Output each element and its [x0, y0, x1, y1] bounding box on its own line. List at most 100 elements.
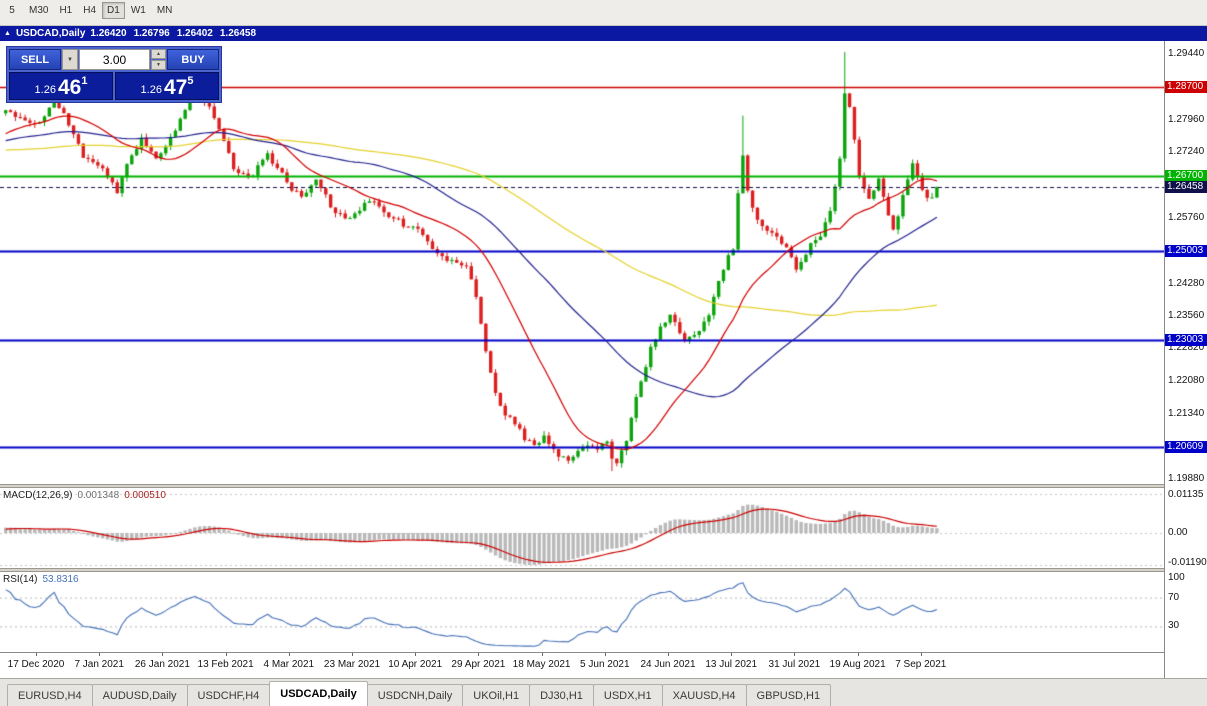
- timeframe-button-mn[interactable]: MN: [151, 2, 178, 19]
- open-value: 1.26420: [90, 28, 127, 39]
- rsi-pane[interactable]: RSI(14) 53.8316: [0, 572, 1164, 652]
- time-tick-mark: [352, 653, 353, 656]
- macd-canvas[interactable]: [0, 488, 1164, 568]
- chart-panes: SELL ▼ ▲ ▼ BUY 1.26 46 1: [0, 41, 1164, 678]
- macd-axis-label: -0.01190: [1168, 557, 1207, 568]
- buy-price-pips: 47: [163, 76, 188, 99]
- stepper-up-icon[interactable]: ▲: [151, 49, 166, 59]
- time-axis[interactable]: 17 Dec 2020 7 Jan 2021 26 Jan 2021 13 Feb 2…: [0, 652, 1164, 678]
- level-price-badge: 1.23003: [1165, 334, 1207, 347]
- time-tick-label: 31 Jul 2021: [768, 659, 821, 670]
- sell-price-pipette: 1: [81, 75, 88, 87]
- macd-axis-label: 0.01135: [1168, 489, 1204, 500]
- time-tick-label: 29 Apr 2021: [451, 659, 506, 670]
- level-price-badge: 1.25003: [1165, 245, 1207, 258]
- symbol-tabbar: EURUSD,H4 AUDUSD,Daily USDCHF,H4 USDCAD,Dai…: [0, 678, 1207, 706]
- tab-audusd-daily[interactable]: AUDUSD,Daily: [91, 684, 188, 706]
- timeframe-button-h1[interactable]: H1: [54, 2, 78, 19]
- time-tick-mark: [415, 653, 417, 656]
- time-tick-label: 23 Mar 2021: [323, 659, 381, 670]
- time-tick-label: 5 Jun 2021: [580, 659, 630, 670]
- time-tick-label: 4 Mar 2021: [263, 659, 315, 670]
- rsi-canvas[interactable]: [0, 572, 1164, 652]
- stepper-down-icon[interactable]: ▼: [151, 60, 166, 70]
- buy-price-base: 1.26: [140, 84, 162, 96]
- high-value: 1.26796: [133, 28, 170, 39]
- level-price-badge: 1.26700: [1165, 170, 1207, 183]
- price-tick-label: 1.27240: [1168, 146, 1205, 158]
- price-tick-label: 1.27960: [1168, 114, 1205, 126]
- timeframe-button-h4[interactable]: H4: [78, 2, 102, 19]
- timeframe-button-5[interactable]: 5: [1, 2, 23, 19]
- macd-main-value: 0.001348: [77, 490, 120, 501]
- price-tick-label: 1.24280: [1168, 277, 1205, 289]
- time-tick-mark: [668, 653, 669, 656]
- timeframe-button-m30[interactable]: M30: [24, 2, 54, 19]
- tab-usdcnh-daily[interactable]: USDCNH,Daily: [366, 684, 464, 706]
- tab-eurusd-h4[interactable]: EURUSD,H4: [7, 684, 93, 706]
- rsi-name: RSI(14): [3, 574, 38, 585]
- macd-pane[interactable]: MACD(12,26,9) 0.001348 0.000510: [0, 488, 1164, 568]
- time-tick-mark: [478, 653, 480, 656]
- time-tick-mark: [794, 653, 796, 656]
- macd-label: MACD(12,26,9) 0.001348 0.000510: [3, 490, 166, 501]
- time-tick-label: 24 Jun 2021: [640, 659, 696, 670]
- one-click-trading-panel: SELL ▼ ▲ ▼ BUY 1.26 46 1: [6, 46, 222, 103]
- tab-ukoil-h1[interactable]: UKOil,H1: [462, 684, 531, 706]
- rsi-value: 53.8316: [42, 574, 79, 585]
- price-tick-label: 1.22820: [1168, 342, 1205, 354]
- time-tick-label: 10 Apr 2021: [388, 659, 443, 670]
- tab-gbpusd-h1[interactable]: GBPUSD,H1: [745, 684, 832, 706]
- tab-dj30-h1[interactable]: DJ30,H1: [529, 684, 594, 706]
- sell-price-button[interactable]: 1.26 46 1: [9, 72, 113, 100]
- price-tick-label: 1.22080: [1168, 375, 1205, 387]
- price-chart-canvas[interactable]: [0, 41, 1164, 484]
- timeframe-button-w1[interactable]: W1: [125, 2, 151, 19]
- chart-titlebar: ▲ USDCAD,Daily 1.26420 1.26796 1.26402 1…: [0, 26, 1207, 41]
- macd-axis-label: 0.00: [1168, 527, 1188, 538]
- chevron-down-icon: ▼: [67, 56, 73, 63]
- pane-divider[interactable]: [0, 484, 1164, 488]
- volume-input[interactable]: [79, 49, 150, 70]
- rsi-label: RSI(14) 53.8316: [3, 574, 79, 585]
- time-tick-mark: [162, 653, 164, 656]
- price-pane[interactable]: SELL ▼ ▲ ▼ BUY 1.26 46 1: [0, 41, 1164, 484]
- price-tick-label: 1.23560: [1168, 309, 1205, 321]
- price-tick-label: 1.29440: [1168, 48, 1205, 60]
- time-tick-label: 17 Dec 2020: [7, 659, 65, 670]
- buy-button[interactable]: BUY: [167, 49, 219, 70]
- close-value: 1.26458: [219, 28, 257, 39]
- time-tick-mark: [857, 653, 859, 656]
- price-tick-label: 1.19880: [1168, 473, 1205, 485]
- rsi-axis-label: 100: [1168, 572, 1185, 583]
- time-tick-mark: [604, 653, 606, 656]
- tab-usdcad-daily[interactable]: USDCAD,Daily: [269, 681, 368, 706]
- level-price-badge: 1.20609: [1165, 440, 1207, 453]
- price-axis[interactable]: 1.29440 1.27960 1.27240 1.25760 1.24280 1.235…: [1164, 41, 1207, 678]
- pane-divider[interactable]: [0, 568, 1164, 572]
- macd-name: MACD(12,26,9): [3, 490, 73, 501]
- timeframe-button-d1[interactable]: D1: [102, 2, 125, 19]
- volume-dropdown-button[interactable]: ▼: [62, 49, 78, 70]
- sell-price-pips: 46: [57, 76, 82, 99]
- sell-button[interactable]: SELL: [9, 49, 61, 70]
- buy-price-button[interactable]: 1.26 47 5: [115, 72, 219, 100]
- time-tick-label: 7 Jan 2021: [74, 659, 124, 670]
- current-price-badge: 1.26458: [1165, 180, 1207, 193]
- tab-usdx-h1[interactable]: USDX,H1: [592, 684, 663, 706]
- level-price-badge: 1.28700: [1165, 81, 1207, 94]
- buy-price-pipette: 5: [187, 75, 194, 87]
- time-tick-label: 26 Jan 2021: [134, 659, 190, 670]
- time-tick-label: 18 May 2021: [512, 659, 571, 670]
- tab-usdchf-h4[interactable]: USDCHF,H4: [186, 684, 271, 706]
- time-tick-label: 13 Jul 2021: [705, 659, 758, 670]
- tab-xauusd-h4[interactable]: XAUUSD,H4: [661, 684, 747, 706]
- volume-stepper: ▲ ▼: [151, 49, 166, 70]
- timeframe-toolbar: 5 M30 H1 H4 D1 W1 MN: [0, 0, 1207, 26]
- price-tick-label: 1.25760: [1168, 211, 1205, 223]
- time-tick-mark: [36, 653, 37, 656]
- price-tick-label: 1.21340: [1168, 408, 1205, 420]
- chart-up-arrow-icon: ▲: [4, 29, 11, 37]
- ohlc-readout: 1.26420 1.26796 1.26402 1.26458: [90, 28, 256, 39]
